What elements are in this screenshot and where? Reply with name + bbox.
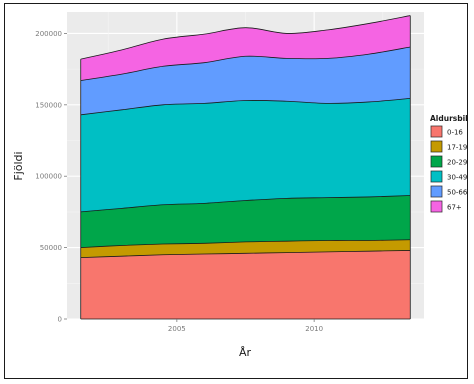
area-0-16 — [80, 250, 411, 319]
x-axis-title: År — [239, 346, 252, 359]
legend-swatch-50-66 — [430, 185, 443, 198]
legend-swatch-20-29 — [430, 155, 443, 168]
y-tick-label: 150000 — [35, 101, 62, 109]
stacked-areas — [80, 15, 411, 319]
legend-label-30-49: 30-49 — [447, 174, 467, 182]
y-tick-label: 50000 — [40, 244, 62, 252]
series-line-17-19 — [80, 239, 411, 249]
series-boundaries — [80, 15, 411, 320]
series-line-30-49 — [80, 97, 411, 116]
series-line-20-29 — [80, 195, 411, 213]
legend-label-20-29: 20-29 — [447, 159, 467, 167]
legend-label-67+: 67+ — [447, 204, 462, 212]
legend-swatch-17-19 — [430, 140, 443, 153]
chart-frame: 0 50000 100000 150000 200000 2005 2010 År Fjö… — [4, 3, 468, 379]
legend-title: Aldursbil — [430, 114, 468, 123]
legend-label-0-16: 0-16 — [447, 129, 463, 137]
legend-swatch-67+ — [430, 200, 443, 213]
area-chart: 0 50000 100000 150000 200000 2005 2010 År Fjö… — [12, 12, 468, 359]
legend-swatch-30-49 — [430, 170, 443, 183]
series-line-0-16 — [80, 250, 411, 258]
legend-label-50-66: 50-66 — [447, 189, 468, 197]
legend-swatch-0-16 — [430, 125, 443, 138]
x-tick-label: 2010 — [305, 325, 323, 333]
y-tick-label: 200000 — [35, 30, 62, 38]
x-axis-ticks: 2005 2010 — [168, 319, 323, 333]
area-67+ — [80, 15, 411, 81]
area-30-49 — [80, 98, 411, 212]
y-tick-label: 0 — [58, 316, 62, 324]
series-line-67+ — [80, 15, 411, 60]
legend: Aldursbil 0-16 17-19 20-29 30-49 50-66 67+ — [430, 114, 468, 213]
series-line-50-66 — [80, 46, 411, 81]
legend-label-17-19: 17-19 — [447, 144, 467, 152]
y-axis-ticks: 0 50000 100000 150000 200000 — [35, 30, 67, 324]
y-tick-label: 100000 — [35, 173, 62, 181]
area-50-66 — [80, 46, 411, 115]
y-axis-title: Fjöldi — [12, 151, 25, 180]
x-tick-label: 2005 — [168, 325, 186, 333]
area-20-29 — [80, 195, 411, 248]
